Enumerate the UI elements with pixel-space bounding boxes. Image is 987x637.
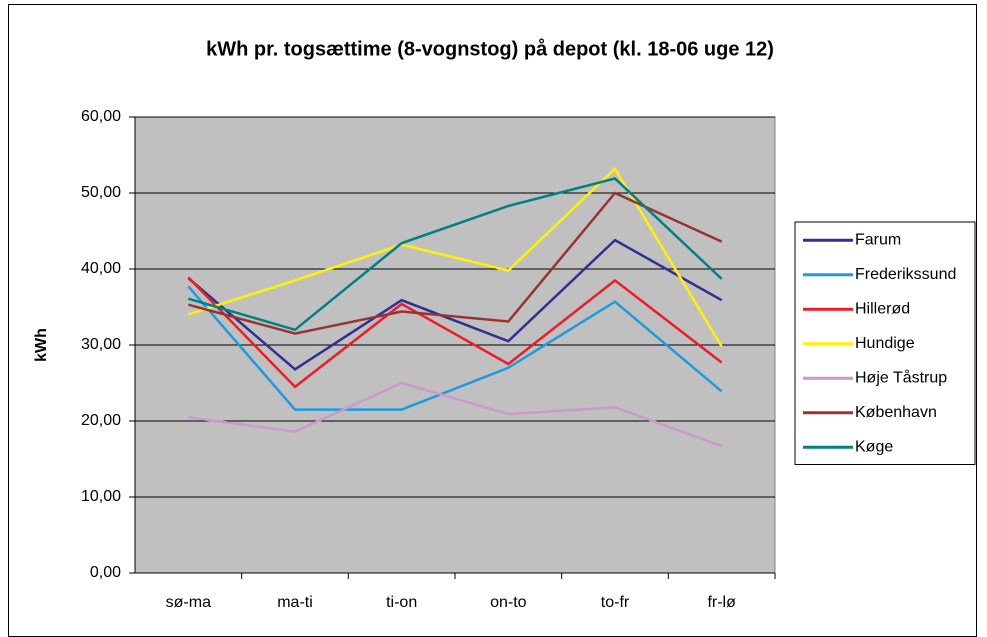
legend-label: Farum (855, 231, 901, 248)
series-line (187, 177, 723, 332)
y-tick-label: 20,00 (81, 412, 121, 429)
x-tick-label: on-to (490, 594, 527, 611)
y-tick-label: 40,00 (81, 260, 121, 277)
legend-label: Hillerød (855, 300, 910, 317)
y-tick-label: 60,00 (81, 108, 121, 125)
series-line (188, 191, 723, 335)
x-tick-label: sø-ma (166, 594, 211, 611)
series-line (187, 166, 723, 348)
y-tick-label: 0,00 (90, 564, 121, 581)
series-line (187, 276, 723, 389)
chart-title: kWh pr. togsættime (8-vognstog) på depot… (206, 37, 774, 60)
series-line (187, 285, 723, 411)
x-tick-label: ma-ti (277, 594, 313, 611)
legend-label: Køge (855, 438, 893, 455)
y-axis-label: kWh (33, 328, 50, 362)
series-line (187, 238, 723, 371)
legend-label: Hundige (855, 335, 915, 352)
series-line (188, 381, 723, 448)
legend-label: Frederikssund (855, 266, 956, 283)
y-tick-label: 30,00 (81, 336, 121, 353)
legend-label: Høje Tåstrup (855, 368, 947, 386)
x-tick-label: to-fr (601, 594, 630, 611)
y-tick-label: 10,00 (81, 488, 121, 505)
x-tick-label: fr-lø (707, 594, 736, 611)
y-tick-label: 50,00 (81, 184, 121, 201)
legend-label: København (855, 404, 937, 421)
x-tick-label: ti-on (386, 594, 417, 611)
